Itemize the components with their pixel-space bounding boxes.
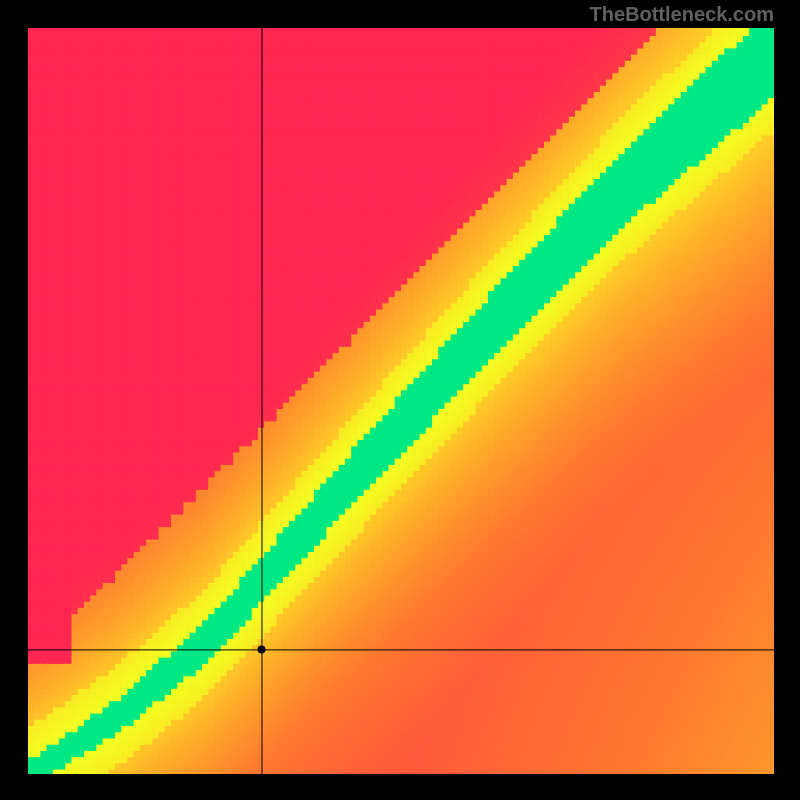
bottleneck-heatmap [28,28,774,774]
chart-container: TheBottleneck.com [0,0,800,800]
watermark-text: TheBottleneck.com [590,4,774,27]
